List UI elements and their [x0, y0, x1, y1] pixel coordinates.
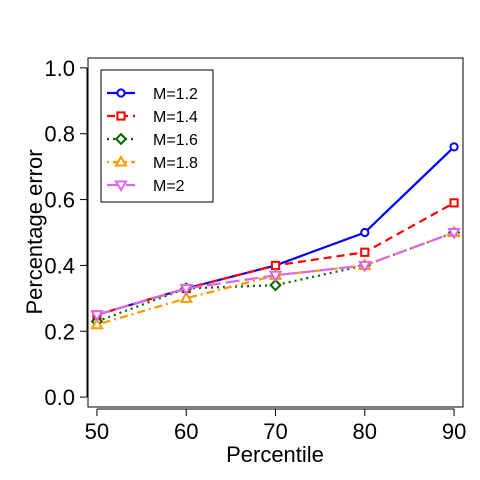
legend-label: M=1.8 — [153, 155, 198, 172]
series-4 — [90, 227, 461, 322]
legend-item: M=1.2 — [107, 86, 198, 103]
series-1 — [92, 198, 459, 320]
legend-label: M=1.6 — [153, 132, 198, 149]
legend-item: M=2 — [107, 178, 185, 195]
data-point — [447, 227, 461, 240]
data-point — [449, 142, 459, 152]
data-point — [360, 247, 370, 257]
data-point — [357, 260, 372, 273]
x-tick-label: 70 — [263, 419, 287, 444]
legend-marker — [116, 88, 126, 98]
legend-marker — [116, 111, 126, 121]
legend-marker — [114, 154, 128, 167]
data-point — [270, 260, 281, 271]
series-line — [96, 201, 455, 316]
x-axis: 50 60 70 80 90 — [85, 408, 466, 444]
y-tick-label: 0.4 — [44, 253, 75, 278]
y-tick-label: 0.8 — [44, 122, 75, 147]
data-point — [179, 283, 194, 296]
legend: M=1.2 M=1.4 M=1.6 M=1.8 M=2 — [100, 69, 214, 203]
data-point — [268, 270, 283, 283]
y-axis: 0.0 0.2 0.4 0.6 0.8 1.0 — [44, 56, 88, 410]
x-axis-title: Percentile — [226, 442, 324, 467]
series-layer — [90, 142, 461, 330]
x-tick-label: 50 — [85, 419, 109, 444]
legend-item: M=1.4 — [107, 109, 198, 126]
legend-marker — [114, 180, 128, 193]
y-tick-label: 1.0 — [44, 56, 75, 81]
legend-marker — [114, 132, 128, 146]
data-point — [90, 317, 104, 330]
legend-label: M=1.4 — [153, 109, 198, 126]
y-tick-label: 0.0 — [44, 385, 75, 410]
x-tick-label: 90 — [442, 419, 466, 444]
y-tick-label: 0.6 — [44, 188, 75, 213]
x-tick-label: 60 — [174, 419, 198, 444]
legend-item: M=1.8 — [107, 154, 198, 172]
legend-label: M=2 — [153, 178, 185, 195]
plot-frame — [87, 57, 464, 408]
data-point — [360, 227, 370, 238]
y-tick-label: 0.2 — [44, 319, 75, 344]
x-tick-label: 80 — [353, 419, 377, 444]
data-point — [90, 310, 104, 322]
data-point — [269, 278, 282, 292]
legend-label: M=1.2 — [153, 86, 198, 103]
y-axis-title: Percentage error — [22, 149, 47, 314]
legend-item: M=1.6 — [107, 132, 198, 149]
data-point — [449, 198, 459, 208]
data-point — [179, 291, 194, 303]
